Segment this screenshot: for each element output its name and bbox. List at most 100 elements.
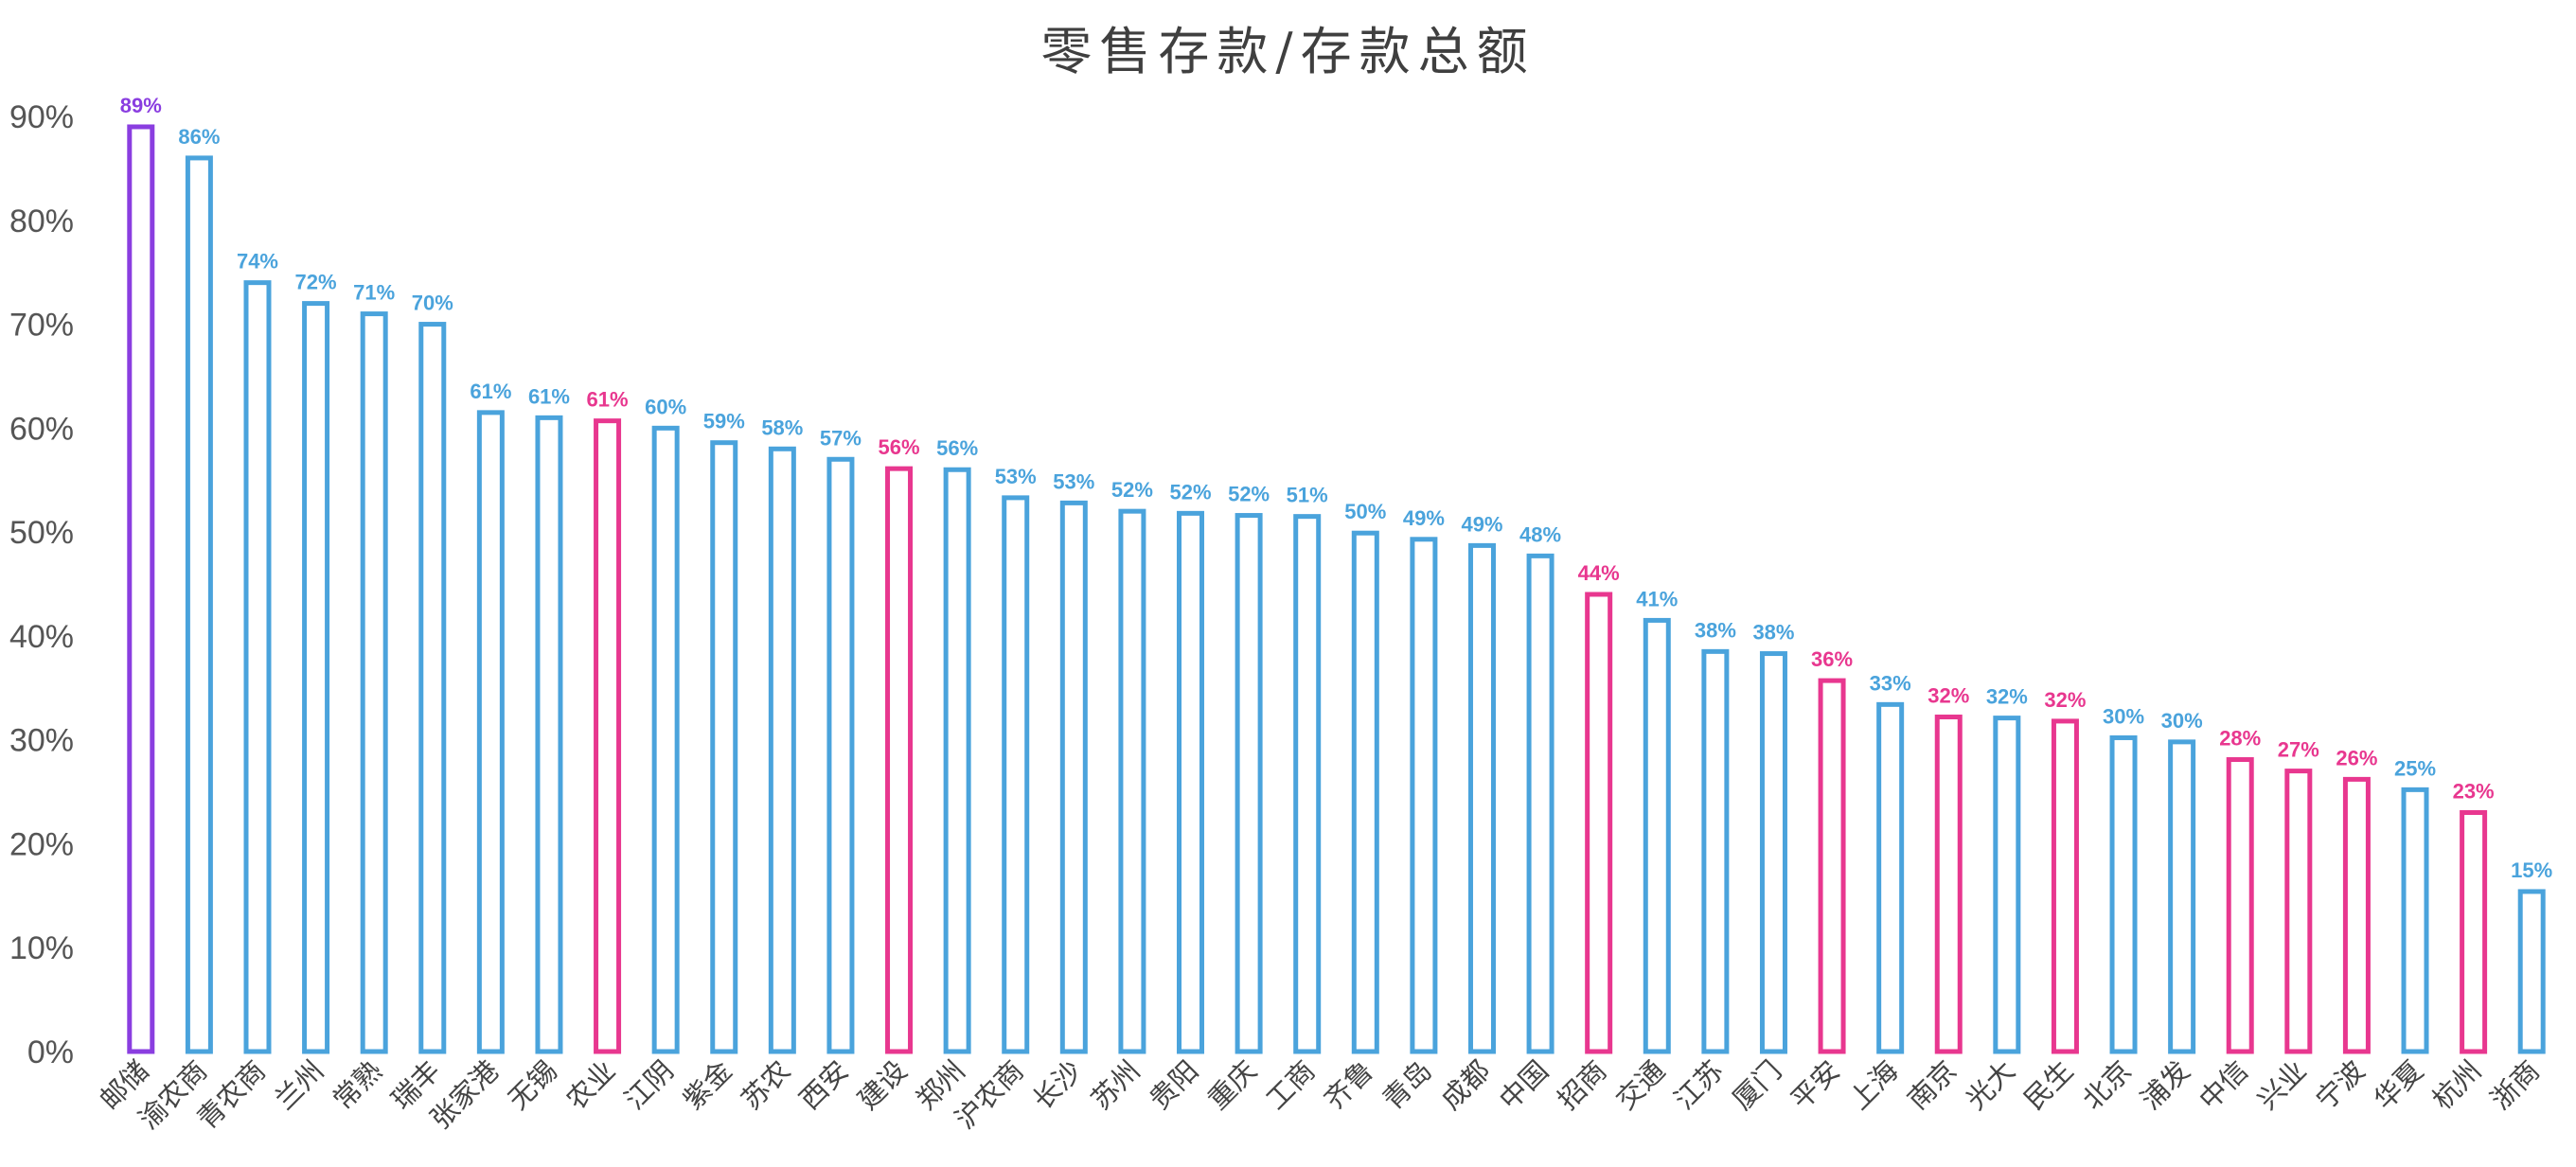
bar bbox=[1235, 513, 1263, 1054]
data-label: 56% bbox=[879, 435, 920, 459]
x-tick-label: 无锡 bbox=[502, 1054, 563, 1116]
y-tick-label: 30% bbox=[9, 723, 74, 759]
bar bbox=[302, 301, 330, 1054]
data-label: 74% bbox=[237, 250, 278, 274]
bar bbox=[1351, 530, 1379, 1054]
data-label: 57% bbox=[820, 426, 862, 450]
x-tick-label: 张家港 bbox=[424, 1054, 506, 1136]
data-label: 60% bbox=[645, 395, 686, 418]
x-tick-label: 招商 bbox=[1552, 1054, 1613, 1116]
x-tick-label: 北京 bbox=[2076, 1054, 2138, 1116]
x-tick-label: 苏州 bbox=[1085, 1054, 1146, 1116]
bar bbox=[651, 425, 680, 1054]
bar bbox=[2284, 769, 2313, 1054]
bar bbox=[1059, 500, 1088, 1054]
data-label: 61% bbox=[587, 388, 629, 412]
y-tick-label: 10% bbox=[9, 930, 74, 966]
bar bbox=[943, 467, 971, 1054]
x-tick-label: 宁波 bbox=[2309, 1054, 2371, 1116]
data-label: 27% bbox=[2278, 738, 2319, 762]
data-label: 72% bbox=[295, 271, 337, 294]
bar bbox=[2342, 776, 2371, 1054]
y-tick-label: 70% bbox=[9, 308, 74, 344]
data-label: 30% bbox=[2103, 704, 2144, 728]
data-label: 38% bbox=[1752, 621, 1794, 645]
data-label: 53% bbox=[1053, 469, 1094, 493]
bar bbox=[1585, 592, 1613, 1054]
x-tick-label: 兰州 bbox=[268, 1054, 329, 1116]
x-tick-label: 农业 bbox=[560, 1054, 621, 1116]
x-tick-label: 交通 bbox=[1609, 1054, 1671, 1116]
bar bbox=[2517, 889, 2546, 1054]
bar bbox=[1934, 715, 1963, 1054]
x-tick-label: 常熟 bbox=[327, 1054, 388, 1116]
y-axis: 0% 10% 20% 30% 40% 50% 60% 70% 80% 90% bbox=[9, 99, 74, 1070]
bar bbox=[1177, 510, 1205, 1054]
x-tick-label: 贵阳 bbox=[1143, 1054, 1204, 1116]
y-tick-label: 40% bbox=[9, 619, 74, 655]
data-label: 25% bbox=[2394, 756, 2436, 780]
x-tick-label: 重庆 bbox=[1201, 1054, 1263, 1116]
x-tick-label: 齐鲁 bbox=[1318, 1054, 1379, 1116]
data-label: 32% bbox=[1986, 685, 2028, 709]
x-axis: 邮储渝农商青农商兰州常熟瑞丰张家港无锡农业江阴紫金苏农西安建设郑州沪农商长沙苏州… bbox=[94, 1054, 2546, 1136]
x-tick-label: 南京 bbox=[1901, 1054, 1963, 1116]
data-label: 70% bbox=[412, 292, 453, 315]
bar bbox=[535, 415, 563, 1054]
x-tick-label: 青农商 bbox=[190, 1054, 272, 1136]
data-label: 59% bbox=[703, 410, 745, 433]
x-tick-label: 西安 bbox=[793, 1054, 855, 1116]
bar bbox=[1701, 648, 1730, 1054]
bar bbox=[1526, 553, 1554, 1054]
bar bbox=[885, 466, 914, 1054]
data-label: 15% bbox=[2511, 858, 2552, 882]
x-tick-label: 建设 bbox=[851, 1054, 913, 1116]
bar bbox=[1818, 678, 1846, 1054]
data-label: 52% bbox=[1169, 480, 1211, 504]
x-tick-label: 青岛 bbox=[1377, 1054, 1438, 1116]
x-tick-label: 华夏 bbox=[2368, 1054, 2429, 1116]
x-tick-label: 光大 bbox=[1960, 1054, 2021, 1116]
bar bbox=[594, 418, 622, 1054]
data-label: 32% bbox=[1928, 684, 1969, 708]
bar bbox=[1467, 542, 1496, 1054]
x-tick-label: 厦门 bbox=[1726, 1054, 1787, 1116]
x-tick-label: 平安 bbox=[1785, 1054, 1846, 1116]
bar bbox=[1643, 617, 1671, 1054]
data-label: 71% bbox=[353, 281, 395, 305]
bar bbox=[418, 322, 447, 1054]
bar bbox=[1293, 514, 1322, 1054]
x-tick-label: 中国 bbox=[1493, 1054, 1554, 1116]
data-label: 38% bbox=[1695, 618, 1736, 642]
x-tick-label: 浦发 bbox=[2135, 1054, 2196, 1116]
x-tick-label: 苏农 bbox=[735, 1054, 796, 1116]
data-label: 48% bbox=[1519, 522, 1561, 546]
data-label: 32% bbox=[2044, 688, 2086, 712]
data-label: 89% bbox=[120, 94, 162, 117]
data-label: 44% bbox=[1578, 561, 1620, 585]
y-tick-label: 80% bbox=[9, 203, 74, 239]
bars: 89% 86% 74% 72% 71% 70% 61% 61% 61% 60% 59% 58% 57% 5… bbox=[120, 94, 2552, 1054]
bar bbox=[710, 440, 738, 1054]
x-tick-label: 江苏 bbox=[1668, 1054, 1730, 1116]
x-tick-label: 成都 bbox=[1434, 1054, 1496, 1116]
data-label: 26% bbox=[2336, 746, 2377, 769]
bar bbox=[2460, 810, 2488, 1054]
x-tick-label: 浙商 bbox=[2484, 1054, 2546, 1116]
y-tick-label: 0% bbox=[27, 1034, 74, 1070]
x-tick-label: 江阴 bbox=[618, 1054, 680, 1116]
bar bbox=[2226, 757, 2254, 1054]
data-label: 33% bbox=[1870, 671, 1911, 695]
bar bbox=[1118, 508, 1146, 1054]
bar bbox=[1876, 701, 1905, 1054]
data-label: 53% bbox=[995, 465, 1037, 488]
x-tick-label: 工商 bbox=[1260, 1054, 1322, 1116]
bar bbox=[2051, 718, 2079, 1054]
bar bbox=[1993, 716, 2021, 1054]
x-tick-label: 杭州 bbox=[2425, 1054, 2487, 1116]
chart-title: 零售存款/存款总额 bbox=[1040, 22, 1536, 81]
x-tick-label: 紫金 bbox=[677, 1054, 738, 1116]
data-label: 56% bbox=[936, 436, 978, 460]
data-label: 23% bbox=[2453, 780, 2495, 804]
data-label: 58% bbox=[761, 416, 803, 439]
